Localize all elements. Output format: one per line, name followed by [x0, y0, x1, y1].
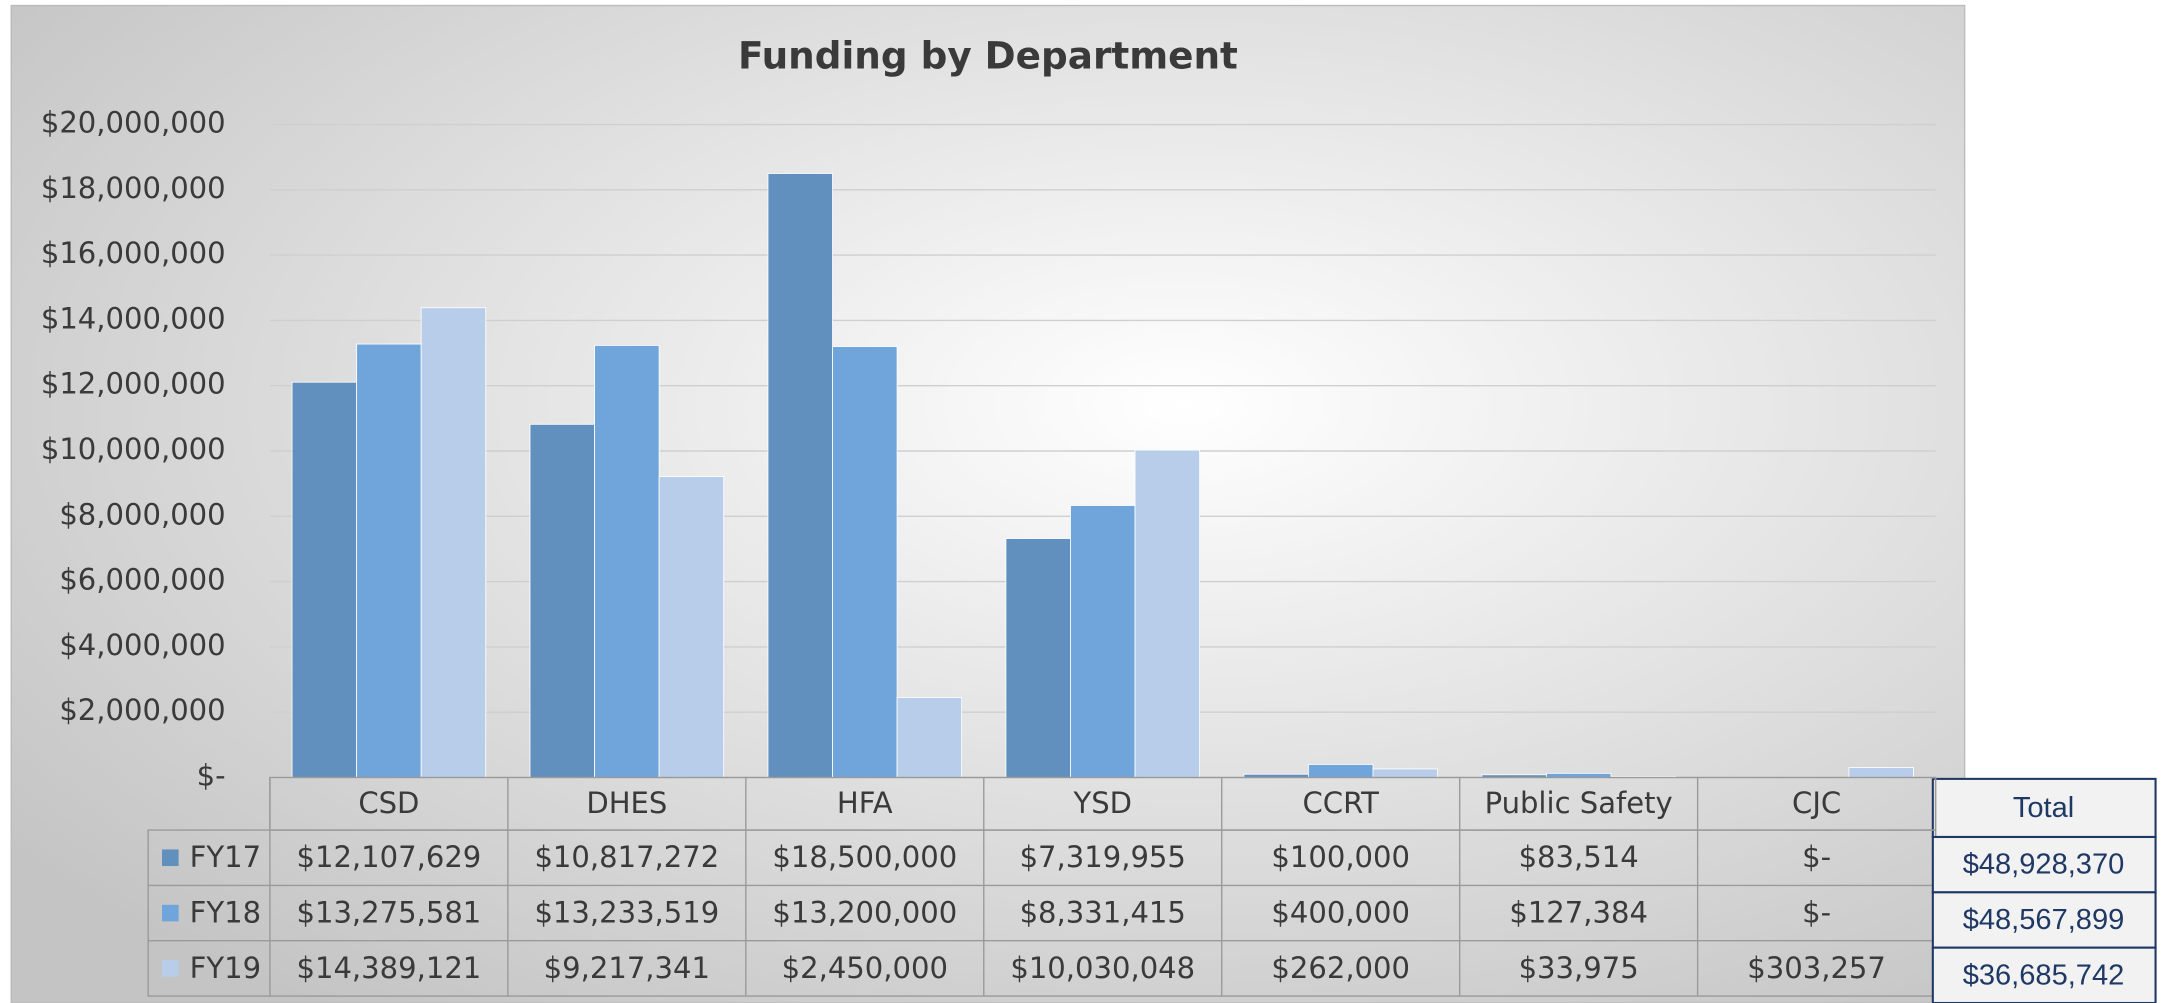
bar: [356, 343, 422, 778]
totals-cell: [1931, 891, 2157, 949]
y-tick-label: $18,000,000: [41, 171, 226, 205]
table-cell: $12,107,629: [296, 840, 481, 874]
y-tick-label: $6,000,000: [59, 563, 225, 597]
bar: [594, 345, 660, 778]
bar: [1005, 538, 1071, 778]
table-cell: $33,975: [1519, 951, 1639, 985]
totals-cell: [1931, 946, 2157, 1003]
bar: [767, 173, 833, 778]
legend-label: FY17: [190, 840, 261, 874]
bar: [529, 423, 595, 778]
y-tick-label: $4,000,000: [59, 628, 225, 662]
bar: [658, 476, 725, 778]
table-cell: $262,000: [1271, 951, 1410, 985]
x-tick-label: CJC: [1792, 786, 1841, 820]
totals-value: $48,567,899: [1963, 904, 2125, 936]
x-tick-label: HFA: [837, 786, 893, 820]
table-cell: $-: [1802, 840, 1831, 874]
totals: Total: [1931, 777, 2157, 839]
totals-header-cell: [1931, 777, 2157, 839]
y-tick-label: $16,000,000: [41, 236, 226, 270]
table-cell: $18,500,000: [772, 840, 957, 874]
table-cell: $2,450,000: [782, 951, 948, 985]
table-cell: $83,514: [1519, 840, 1639, 874]
table-cell: $8,331,415: [1020, 895, 1186, 929]
bar: [1134, 449, 1201, 778]
table-cell: $13,200,000: [772, 895, 957, 929]
table-cell: $127,384: [1509, 895, 1648, 929]
y-tick-label: $14,000,000: [41, 301, 226, 335]
x-tick-label: DHES: [586, 786, 667, 820]
y-tick-label: $10,000,000: [41, 432, 226, 466]
table-cell: $-: [1802, 895, 1831, 929]
table-cell: $14,389,121: [296, 951, 481, 985]
y-tick-label: $-: [197, 758, 226, 792]
table-cell: $100,000: [1271, 840, 1410, 874]
chart-title: Funding by Department: [738, 34, 1238, 78]
bar: [832, 346, 898, 778]
bar: [291, 381, 358, 778]
table-cell: $400,000: [1271, 895, 1410, 929]
legend-swatch: [162, 849, 179, 867]
legend-label: FY18: [190, 895, 261, 929]
totals-cell: [1931, 835, 2157, 894]
table-cell: $10,030,048: [1010, 951, 1195, 985]
totals-value: $36,685,742: [1963, 959, 2125, 991]
table-cell: $13,233,519: [534, 895, 719, 929]
bar: [1308, 764, 1374, 778]
y-tick-label: $8,000,000: [59, 497, 225, 531]
x-tick-label: CSD: [358, 786, 419, 820]
y-tick-label: $2,000,000: [59, 693, 225, 727]
x-tick-label: YSD: [1072, 786, 1132, 820]
y-tick-label: $20,000,000: [41, 106, 226, 140]
table-cell: $10,817,272: [534, 840, 719, 874]
bar: [1372, 768, 1438, 778]
legend-label: FY19: [190, 951, 261, 985]
bar: [896, 697, 963, 778]
x-tick-label: Public Safety: [1485, 786, 1673, 820]
table-cell: $13,275,581: [296, 895, 481, 929]
x-tick-label: CCRT: [1303, 786, 1380, 820]
legend-swatch: [162, 904, 179, 922]
bar: [1848, 767, 1914, 778]
table-cell: $7,319,955: [1020, 840, 1186, 874]
totals-value: $48,928,370: [1963, 849, 2125, 881]
bar: [1070, 505, 1136, 778]
bar: [420, 307, 487, 778]
totals-header: Total: [2013, 792, 2074, 824]
y-tick-label: $12,000,000: [41, 367, 226, 401]
table-cell: $303,257: [1747, 951, 1886, 985]
legend-swatch: [162, 960, 179, 977]
table-cell: $9,217,341: [544, 951, 710, 985]
